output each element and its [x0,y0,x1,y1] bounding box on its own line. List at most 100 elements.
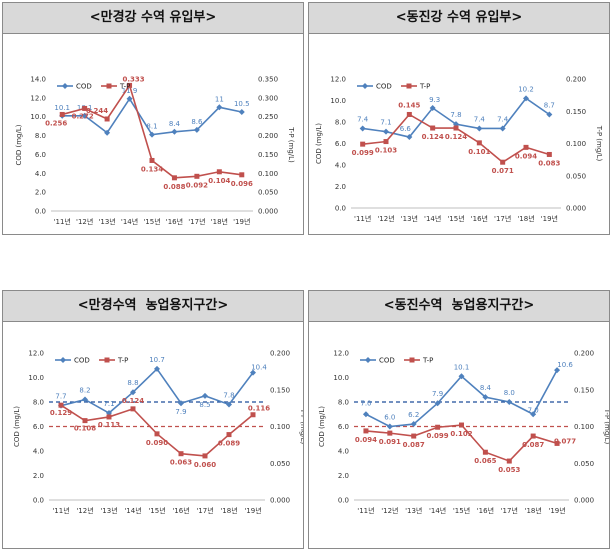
data-point-tp [387,430,393,436]
data-point-tp [82,105,88,111]
y-axis-label: COD (mg/L) [13,406,21,447]
data-point-tp [202,453,208,459]
chart-title: <동진강 수역 유입부> [309,3,609,34]
y-tick-label: 4.0 [35,170,46,178]
data-label: 0.099 [352,149,374,157]
data-label: 0.272 [72,112,94,120]
data-point-cod [82,396,88,403]
data-point-tp [226,432,232,438]
data-label: 0.134 [141,165,163,173]
data-label: 0.087 [522,441,544,449]
x-tick-label: '12년 [76,506,93,515]
data-point-tp [149,157,155,163]
y2-tick-label: 0.250 [258,113,278,121]
data-label: 10.1 [54,104,70,112]
data-point-tp [239,172,245,178]
data-label: 0.065 [474,457,496,465]
data-label: 7.9 [432,390,443,398]
data-label: 6.6 [400,125,412,133]
y2-tick-label: 0.100 [574,423,594,431]
y2-tick-label: 0.050 [258,189,278,197]
data-label: 8.5 [199,401,210,409]
chart-panel-dongjin-agri: <동진수역 농업용지구간> 0.0 2.0 4.0 6.0 8.0 10.0 12.0 0.0… [308,290,610,549]
data-label: 11.9 [122,87,138,95]
y2-tick-label: 0.050 [566,172,586,180]
data-label: 7.4 [497,115,509,123]
x-tick-label: '15년 [453,506,470,515]
y-tick-label: 12.0 [28,350,44,358]
x-tick-label: '19년 [548,506,565,515]
data-label: 0.071 [492,167,514,175]
data-label: 7.7 [55,393,66,401]
y-tick-label: 8.0 [33,399,44,407]
chart-svg: 0.0 2.0 4.0 6.0 8.0 10.0 12.0 0.000 0.050 0.100 0.… [315,76,603,224]
y2-axis-label: T-P (mg/L) [299,408,303,445]
x-tick-label: '17년 [501,506,518,515]
y-axis-label: COD (mg/L) [15,124,23,165]
data-label: 0.108 [74,425,96,433]
data-point-tp [360,141,366,147]
data-point-cod [250,369,256,376]
data-point-cod [434,400,441,407]
legend-marker-tp [106,83,112,89]
y-tick-label: 2.0 [35,189,46,197]
legend-marker-cod [62,83,68,89]
y-tick-label: 14.0 [30,76,46,84]
data-label: 0.094 [515,152,537,160]
data-label: 0.113 [98,421,120,429]
data-label: 0.096 [231,180,253,188]
y2-tick-label: 0.100 [566,140,586,148]
data-point-tp [500,159,506,165]
y-tick-label: 6.0 [335,140,346,148]
chart-title: <동진수역 농업용지구간> [309,291,609,322]
data-point-tp [453,125,459,131]
y2-tick-label: 0.100 [258,170,278,178]
data-label: 0.101 [468,148,490,156]
data-point-tp [216,169,222,175]
data-label: 0.087 [403,441,425,449]
x-tick-label: '14년 [121,217,138,226]
chart-title: <만경강 수역 유입부> [3,3,303,34]
y-tick-label: 12.0 [30,94,46,102]
data-point-cod [362,411,369,418]
data-label: 0.092 [186,181,208,189]
y-tick-label: 0.0 [338,497,349,505]
data-label: 8.1 [146,123,157,131]
y-tick-label: 12.0 [333,350,349,358]
chart-title: <만경수역 농업용지구간> [3,291,303,322]
y-tick-label: 2.0 [335,183,346,191]
data-label: 0.333 [122,75,144,83]
y-tick-label: 10.0 [28,374,44,382]
data-label: 0.053 [498,466,520,474]
data-label: 0.244 [86,107,108,115]
data-point-tp [59,111,65,117]
data-label: 0.104 [208,177,230,185]
x-tick-label: '16년 [166,217,183,226]
data-label: 6.0 [384,414,395,422]
data-label: 0.089 [218,440,240,448]
y-axis-label: COD (mg/L) [315,123,323,164]
y2-tick-label: 0.050 [270,460,290,468]
data-label: 0.090 [146,439,168,447]
data-label: 7.4 [357,115,369,123]
data-label: 0.124 [422,133,444,141]
x-tick-label: '12년 [377,214,394,223]
y-tick-label: 10.0 [30,113,46,121]
data-point-cod [383,128,389,135]
data-label: 7.4 [474,115,486,123]
data-point-tp [194,173,200,179]
data-label: 10.7 [149,356,165,364]
x-tick-label: '19년 [244,506,261,515]
data-label: 8.0 [504,389,515,397]
x-tick-label: '18년 [220,506,237,515]
x-tick-label: '13년 [401,214,418,223]
data-point-tp [523,144,529,150]
x-tick-label: '15년 [143,217,160,226]
legend-label: COD [76,83,92,91]
data-label: 10.2 [518,85,534,93]
y2-tick-label: 0.200 [566,76,586,84]
data-label: 11 [215,95,224,103]
data-label: 0.256 [45,119,67,127]
data-label: 7.1 [103,400,114,408]
data-point-tp [104,116,110,122]
